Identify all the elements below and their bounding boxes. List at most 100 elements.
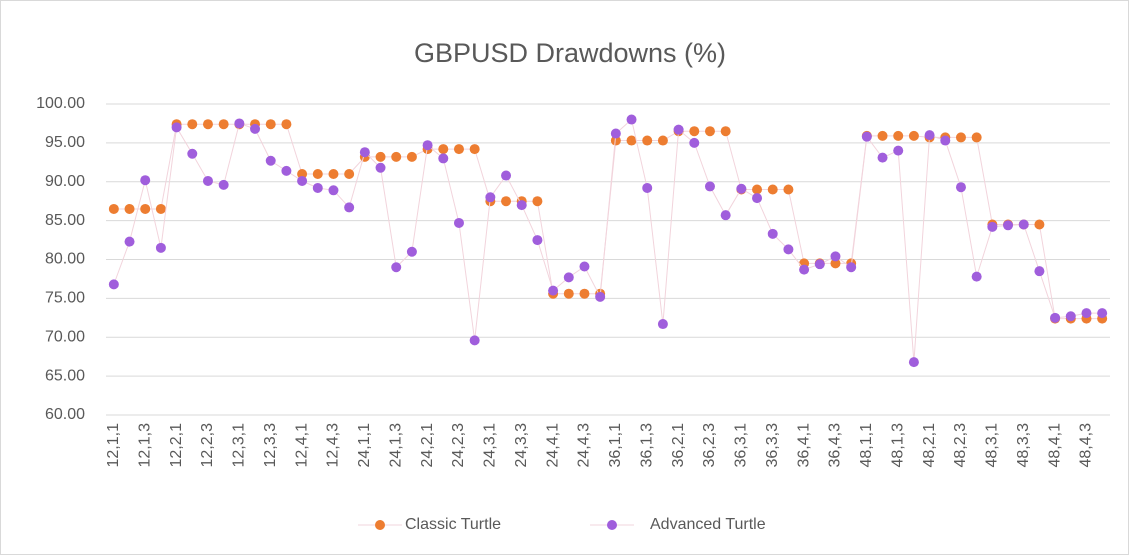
- data-point: [689, 137, 700, 148]
- data-point: [250, 123, 261, 134]
- x-tick-label: 24,4,3: [576, 423, 593, 468]
- data-point: [704, 181, 715, 192]
- data-point: [501, 170, 512, 181]
- data-point: [469, 335, 480, 346]
- x-tick-label: 24,2,1: [419, 423, 436, 468]
- x-tick-label: 12,2,1: [168, 423, 185, 468]
- data-point: [814, 259, 825, 270]
- data-point: [155, 203, 166, 214]
- x-tick-label: 36,1,1: [607, 423, 624, 468]
- data-point: [830, 251, 841, 262]
- data-point: [626, 114, 637, 125]
- y-tick-label: 85.00: [45, 212, 85, 229]
- data-point: [767, 228, 778, 239]
- data-point: [532, 196, 543, 207]
- data-point: [642, 135, 653, 146]
- data-point: [375, 162, 386, 173]
- data-point: [752, 193, 763, 204]
- data-point: [955, 182, 966, 193]
- data-point: [563, 272, 574, 283]
- y-tick-label: 65.00: [45, 367, 85, 384]
- data-point: [485, 192, 496, 203]
- data-point: [1065, 311, 1076, 322]
- x-tick-label: 36,4,1: [795, 423, 812, 468]
- data-point: [312, 168, 323, 179]
- data-point: [877, 152, 888, 163]
- data-point: [579, 261, 590, 272]
- data-point: [453, 144, 464, 155]
- legend-marker: [375, 520, 385, 530]
- x-tick-label: 36,2,3: [701, 423, 718, 468]
- x-tick-label: 24,1,1: [356, 423, 373, 468]
- x-tick-label: 36,3,1: [733, 423, 750, 468]
- chart-title: GBPUSD Drawdowns (%): [414, 38, 726, 68]
- data-point: [281, 119, 292, 130]
- data-point: [469, 144, 480, 155]
- data-point: [1034, 219, 1045, 230]
- data-point: [155, 242, 166, 253]
- data-point: [908, 357, 919, 368]
- data-point: [140, 175, 151, 186]
- data-point: [846, 262, 857, 273]
- data-point: [1097, 308, 1108, 319]
- x-tick-label: 48,2,1: [921, 423, 938, 468]
- data-point: [877, 130, 888, 141]
- data-point: [328, 168, 339, 179]
- data-point: [171, 122, 182, 133]
- data-point: [202, 119, 213, 130]
- x-tick-label: 24,1,3: [387, 423, 404, 468]
- x-tick-label: 36,1,3: [638, 423, 655, 468]
- data-point: [971, 132, 982, 143]
- x-tick-label: 36,2,1: [670, 423, 687, 468]
- x-tick-label: 48,3,3: [1015, 423, 1032, 468]
- data-point: [657, 319, 668, 330]
- x-tick-label: 12,3,3: [262, 423, 279, 468]
- data-point: [297, 175, 308, 186]
- data-point: [783, 184, 794, 195]
- x-tick-label: 12,2,3: [199, 423, 216, 468]
- x-tick-label: 36,4,3: [827, 423, 844, 468]
- data-point: [830, 258, 841, 269]
- data-point: [265, 119, 276, 130]
- y-tick-label: 80.00: [45, 251, 85, 268]
- y-tick-label: 60.00: [45, 406, 85, 423]
- data-point: [234, 118, 245, 129]
- data-point: [297, 168, 308, 179]
- data-point: [124, 203, 135, 214]
- data-point: [642, 182, 653, 193]
- data-point: [406, 151, 417, 162]
- data-point: [673, 124, 684, 135]
- data-point: [375, 151, 386, 162]
- data-point: [265, 155, 276, 166]
- x-tick-label: 48,2,3: [952, 423, 969, 468]
- x-tick-label: 48,4,3: [1078, 423, 1095, 468]
- data-point: [218, 179, 229, 190]
- x-tick-label: 12,4,1: [293, 423, 310, 468]
- data-point: [799, 264, 810, 275]
- data-point: [108, 203, 119, 214]
- data-point: [689, 126, 700, 137]
- legend-marker: [607, 520, 617, 530]
- data-point: [422, 140, 433, 151]
- data-point: [516, 200, 527, 211]
- data-point: [344, 168, 355, 179]
- data-point: [344, 202, 355, 213]
- y-tick-label: 70.00: [45, 328, 85, 345]
- data-point: [861, 131, 872, 142]
- data-point: [1018, 219, 1029, 230]
- data-point: [328, 185, 339, 196]
- data-point: [501, 196, 512, 207]
- x-tick-label: 12,3,1: [231, 423, 248, 468]
- data-point: [657, 135, 668, 146]
- x-tick-label: 48,1,1: [858, 423, 875, 468]
- data-point: [908, 130, 919, 141]
- data-point: [1081, 308, 1092, 319]
- x-tick-label: 12,4,3: [325, 423, 342, 468]
- data-point: [720, 126, 731, 137]
- x-tick-label: 24,4,1: [544, 423, 561, 468]
- data-point: [140, 203, 151, 214]
- x-tick-label: 24,2,3: [450, 423, 467, 468]
- data-point: [720, 210, 731, 221]
- x-tick-label: 24,3,1: [482, 423, 499, 468]
- data-point: [1003, 220, 1014, 231]
